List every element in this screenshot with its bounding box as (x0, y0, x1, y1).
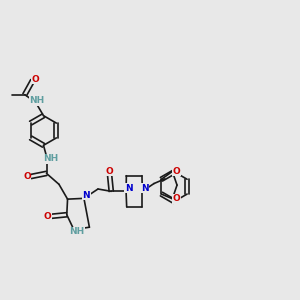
Text: O: O (44, 212, 51, 221)
Text: O: O (172, 167, 180, 176)
Text: O: O (106, 167, 114, 176)
Text: NH: NH (43, 154, 58, 163)
Text: NH: NH (30, 96, 45, 105)
Text: N: N (124, 184, 132, 193)
Text: N: N (82, 191, 90, 200)
Text: O: O (172, 194, 180, 203)
Text: O: O (23, 172, 31, 181)
Text: N: N (141, 184, 148, 193)
Text: NH: NH (69, 227, 84, 236)
Text: O: O (32, 75, 40, 84)
